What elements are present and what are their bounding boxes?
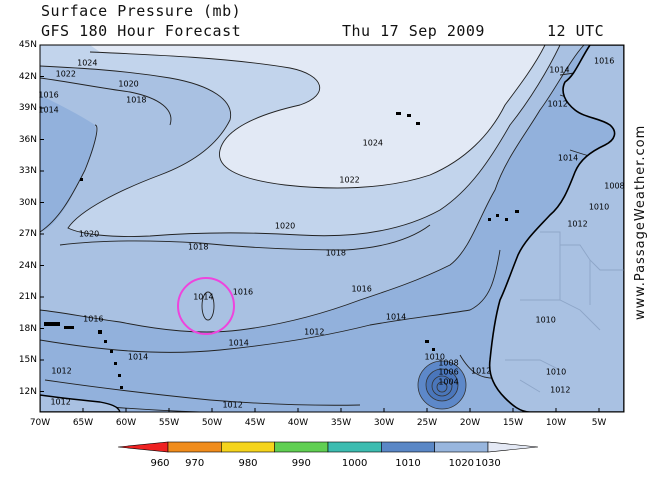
map-title: Surface Pressure (mb) <box>41 2 242 20</box>
isobar-label: 1016 <box>351 284 372 294</box>
isobar-label: 1016 <box>38 90 59 100</box>
legend-label: 1020 <box>448 458 475 469</box>
longitude-label: 55W <box>158 418 180 428</box>
longitude-label: 65W <box>72 418 94 428</box>
pressure-zone-1024 <box>90 45 545 188</box>
longitude-label: 70W <box>29 418 51 428</box>
latitude-label: 21N <box>18 292 37 302</box>
longitude-label: 5W <box>591 418 607 428</box>
isobar-label: 1014 <box>38 105 59 115</box>
isobar-label: 1018 <box>126 95 147 105</box>
latitude-label: 15N <box>18 355 37 365</box>
axis-ticks <box>39 44 600 412</box>
country-borders <box>505 231 624 393</box>
isobar-label: 1010 <box>588 202 610 212</box>
latitude-label: 42N <box>18 71 37 82</box>
island-chain <box>44 112 519 389</box>
isobar-label: 1022 <box>55 69 76 79</box>
isobar-label: 1012 <box>550 385 571 395</box>
latitude-label: 18N <box>18 323 37 334</box>
longitude-label: 60W <box>115 418 137 428</box>
isobar-label: 1012 <box>547 99 568 109</box>
isobar-label: 1014 <box>385 312 407 322</box>
landmass-south-america <box>40 394 121 412</box>
legend-label: 1010 <box>395 458 421 469</box>
latitude-label: 36N <box>18 134 37 145</box>
isobar-label: 1024 <box>362 138 383 148</box>
isobar-label: 1014 <box>127 352 149 362</box>
isobar-label: 1020 <box>118 79 139 89</box>
latitude-label: 27N <box>18 229 37 239</box>
isobar-label: 1012 <box>50 397 71 407</box>
isobar-label: 1010 <box>545 367 567 377</box>
latitude-label: 39N <box>18 103 37 113</box>
watermark: www.PassageWeather.com <box>633 124 648 320</box>
legend-label: 1030 <box>475 458 501 469</box>
isobar-label: 1012 <box>567 219 588 228</box>
legend-swatch <box>381 441 435 453</box>
longitude-label: 35W <box>330 418 352 428</box>
isobar-label: 1020 <box>274 221 296 231</box>
legend-swatch <box>167 441 222 453</box>
latitude-label: 12N <box>18 386 37 397</box>
isobar-label: 1014 <box>193 292 214 302</box>
isobar-label: 1014 <box>228 338 249 348</box>
legend-swatch <box>221 441 275 453</box>
longitude-label: 50W <box>201 418 223 428</box>
legend-label: 970 <box>185 458 205 469</box>
longitude-label: 30W <box>373 418 395 428</box>
legend-label: 960 <box>150 458 170 469</box>
isobar-label: 1018 <box>188 242 209 252</box>
longitude-label: 10W <box>545 418 567 428</box>
isobar-label: 1010 <box>424 352 445 362</box>
latitude-label: 33N <box>18 166 37 176</box>
legend-label: 1000 <box>341 458 368 469</box>
latitude-label: 45N <box>18 40 37 50</box>
longitude-label: 25W <box>416 418 438 428</box>
isobar-label: 1020 <box>78 229 100 239</box>
longitude-label: 45W <box>244 418 266 428</box>
isobar-label: 1012 <box>470 366 492 375</box>
legend-swatch <box>434 441 489 453</box>
legend-label: 990 <box>291 458 311 469</box>
isobar-label: 1012 <box>304 327 325 337</box>
low-pressure-1004 <box>436 381 448 393</box>
isobar-label: 1014 <box>549 65 570 75</box>
latitude-label: 24N <box>18 260 37 271</box>
legend-swatch <box>327 441 382 453</box>
isobar-label: 1008 <box>438 358 459 368</box>
isobar-1014-low <box>201 291 215 321</box>
longitude-label: 20W <box>459 418 481 428</box>
legend-label: 980 <box>238 458 258 469</box>
pressure-zone-west <box>40 95 96 232</box>
highlight-circle <box>177 277 235 335</box>
longitude-label: 40W <box>287 418 309 428</box>
legend-arrow-left <box>117 441 169 453</box>
latitude-label: 30N <box>18 197 37 208</box>
map-subtitle: GFS 180 Hour Forecast <box>41 22 242 40</box>
legend-arrow-right <box>487 441 539 453</box>
map-frame <box>39 44 625 413</box>
isobar-label: 1016 <box>593 56 615 66</box>
legend-swatch <box>274 441 329 453</box>
isobar-label: 1006 <box>438 367 459 377</box>
isobar-label: 1022 <box>339 175 360 185</box>
isobar-label: 1016 <box>83 314 104 324</box>
isobar-label: 1012 <box>222 400 243 410</box>
forecast-time: 12 UTC <box>547 22 605 40</box>
isobar-label: 1004 <box>438 377 459 387</box>
forecast-date: Thu 17 Sep 2009 <box>342 22 485 40</box>
isobar-label: 1018 <box>325 248 347 258</box>
longitude-label: 15W <box>502 418 524 428</box>
legend-bar <box>117 441 539 453</box>
isobar-label: 1012 <box>51 366 72 375</box>
isobar-label: 1008 <box>604 181 625 191</box>
isobar-label: 1010 <box>535 315 556 325</box>
isobar-label: 1014 <box>557 153 579 163</box>
isobar-label: 1016 <box>232 287 254 297</box>
isobar-label: 1024 <box>77 58 98 68</box>
